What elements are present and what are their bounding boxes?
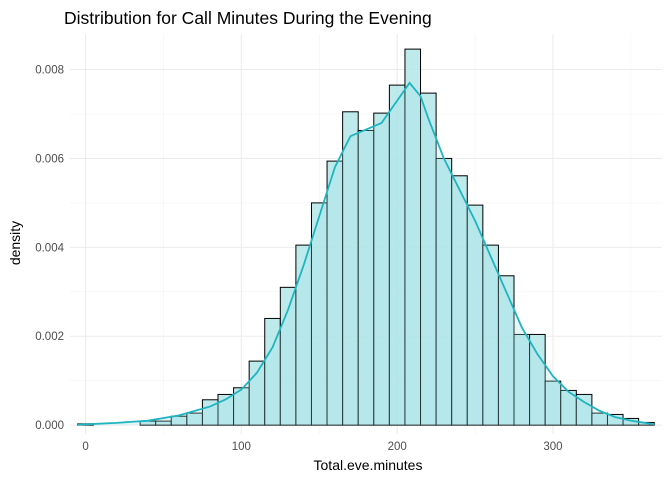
histogram-bar <box>529 333 546 426</box>
x-tick-label: 100 <box>232 441 251 453</box>
histogram-bars <box>77 48 655 426</box>
density-area <box>77 82 655 426</box>
x-tick-label: 300 <box>543 441 562 453</box>
x-tick-label: 200 <box>388 441 407 453</box>
density-curve <box>77 81 655 426</box>
x-tick-label: 0 <box>82 441 88 453</box>
y-tick-label: 0.006 <box>35 153 64 165</box>
x-tick-labels: 0 100 200 300 <box>82 441 562 453</box>
y-axis-title: density <box>7 221 23 265</box>
y-tick-labels: 0.000 0.002 0.004 0.006 0.008 <box>35 65 64 433</box>
y-tick-label: 0.000 <box>35 420 64 432</box>
chart-title: Distribution for Call Minutes During the… <box>64 8 432 28</box>
y-tick-label: 0.004 <box>35 242 64 254</box>
density-line <box>77 81 655 426</box>
x-axis-title: Total.eve.minutes <box>314 457 423 473</box>
y-tick-label: 0.002 <box>35 331 64 343</box>
histogram-bar <box>575 393 593 426</box>
y-tick-label: 0.008 <box>35 65 64 77</box>
